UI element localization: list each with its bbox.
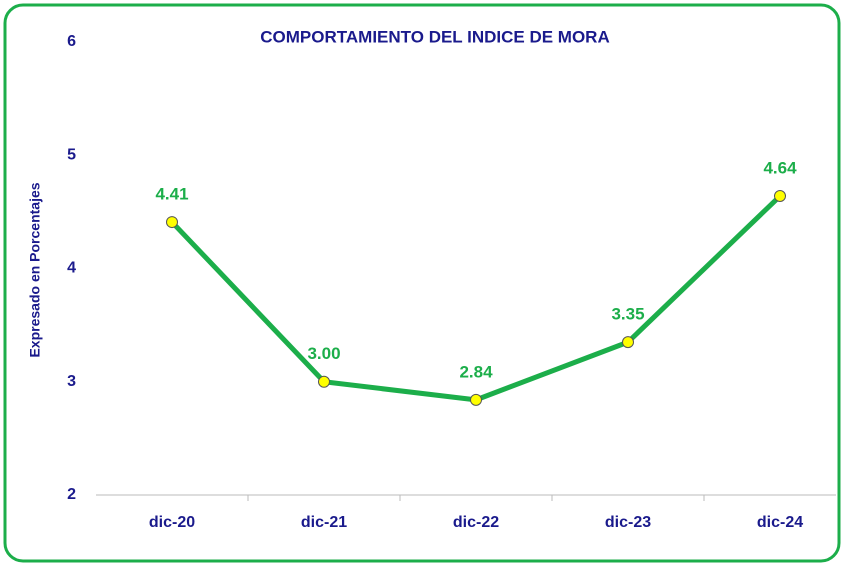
x-tick-label: dic-20: [149, 514, 195, 531]
y-axis-label: Expresado en Porcentajes: [27, 182, 43, 357]
x-tick-label: dic-22: [453, 514, 499, 531]
data-label: 4.41: [155, 185, 188, 204]
chart-frame: [3, 3, 841, 563]
y-tick-label: 5: [67, 146, 76, 163]
y-tick-label: 4: [67, 260, 76, 277]
y-tick-label: 2: [67, 486, 76, 503]
x-tick-label: dic-24: [757, 514, 803, 531]
data-point: [470, 393, 482, 406]
x-tick-label: dic-21: [301, 514, 347, 531]
data-label: 2.84: [459, 362, 493, 381]
data-label: 4.64: [763, 159, 797, 178]
x-tick-label: dic-23: [605, 514, 651, 531]
data-point: [318, 375, 330, 388]
data-label: 3.00: [307, 344, 340, 363]
y-tick-label: 6: [67, 33, 76, 50]
data-point: [166, 216, 178, 229]
chart-title: COMPORTAMIENTO DEL INDICE DE MORA: [260, 27, 609, 46]
data-point: [774, 190, 786, 203]
data-label: 3.35: [611, 305, 644, 324]
y-tick-label: 3: [67, 373, 76, 390]
data-point: [622, 336, 634, 349]
